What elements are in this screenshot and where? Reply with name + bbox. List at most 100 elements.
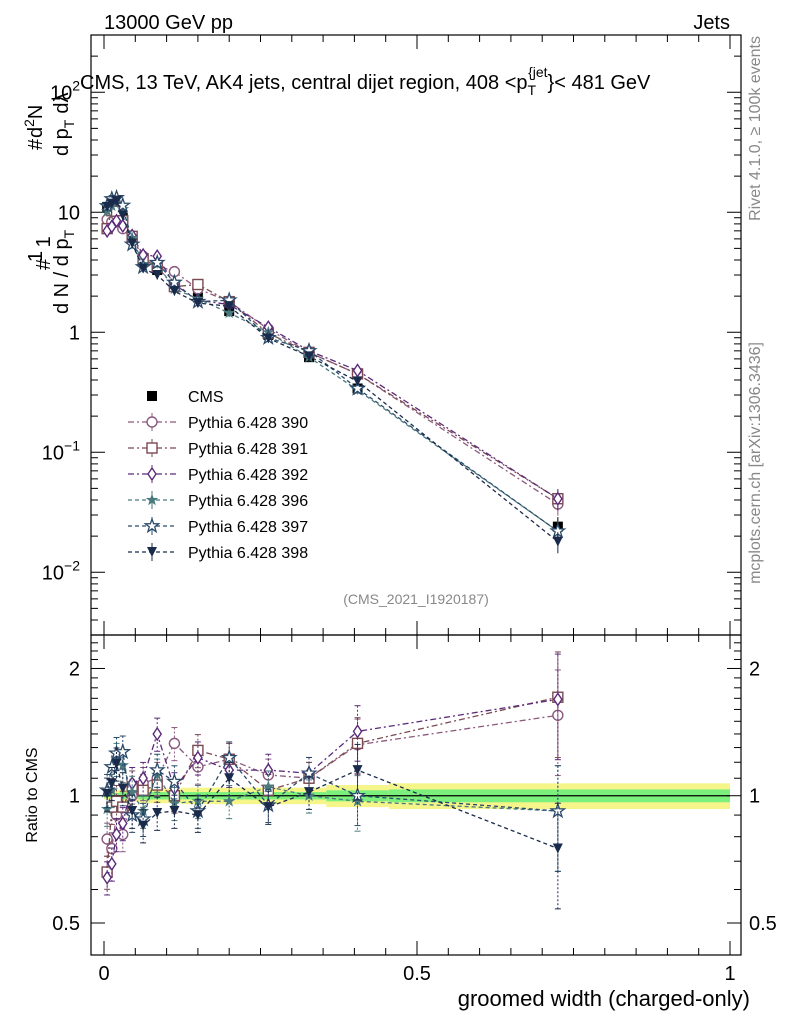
marker-diamond [138, 770, 148, 786]
x-tick-label: 0 [98, 963, 109, 985]
marker-star-open [148, 761, 166, 778]
marker-diamond [106, 856, 117, 872]
marker-triangle [111, 195, 122, 206]
main-y-tick-label: 10−2 [42, 557, 80, 584]
marker-circle [146, 416, 158, 428]
svg-text:CMS, 13 TeV, AK4 jets, central: CMS, 13 TeV, AK4 jets, central dijet reg… [80, 64, 651, 98]
ratio-point [111, 758, 122, 769]
main-y-label-second: # d2N d pTdλ [21, 93, 77, 157]
series-pythia-6-428-390 [101, 209, 564, 516]
category-label: Jets [693, 12, 730, 34]
marker-triangle [152, 808, 163, 819]
ratio-y-label: Ratio to CMS [24, 747, 41, 842]
marker-diamond [102, 870, 112, 885]
marker-diamond [553, 491, 563, 506]
data-point [111, 213, 122, 228]
ratio-point [148, 761, 166, 778]
data-point [117, 210, 128, 221]
marker-diamond [152, 726, 163, 742]
ratio-y-tick-label-right: 1 [749, 786, 760, 808]
svg-text:d N / d pT: d N / d pT [51, 229, 77, 314]
svg-text:# 1: # 1 [33, 236, 55, 270]
data-point [152, 270, 163, 280]
ylabel-sq: 2 [21, 119, 37, 127]
marker-star-open [148, 253, 166, 270]
title-part-2: T [528, 82, 537, 98]
data-point [165, 273, 183, 290]
marker-triangle [263, 333, 274, 344]
marker-square [147, 391, 157, 401]
ratio-point [224, 773, 235, 784]
series-line [106, 199, 559, 543]
main-plot-series [98, 188, 567, 554]
main-y-label-fraction: 1 d N / d pT [25, 229, 77, 314]
marker-diamond [117, 816, 128, 831]
marker-star-open [549, 802, 567, 819]
ratio-point [102, 870, 112, 885]
ratio-point [110, 795, 123, 808]
data-point [552, 536, 563, 547]
marker-triangle [117, 210, 128, 221]
data-point [127, 238, 138, 249]
data-point [169, 286, 180, 297]
ratio-point [168, 796, 181, 809]
ratio-point [106, 856, 117, 872]
marker-triangle [552, 843, 563, 854]
data-point [223, 306, 236, 319]
legend-label: Pythia 6.428 390 [188, 415, 308, 432]
marker-triangle [138, 820, 149, 831]
marker-diamond [111, 213, 122, 228]
ratio-point [117, 783, 128, 794]
marker-triangle [304, 351, 315, 362]
ratio-point [193, 750, 203, 765]
data-point [263, 333, 274, 344]
marker-triangle [192, 298, 203, 309]
ratio-point [352, 724, 363, 739]
ylabel-t2: T [61, 119, 77, 128]
legend-label: Pythia 6.428 391 [188, 441, 308, 458]
marker-star [168, 796, 181, 809]
ratio-point [168, 737, 181, 750]
marker-triangle [127, 806, 138, 817]
legend-entry: Pythia 6.428 391 [128, 439, 308, 458]
data-point [102, 201, 113, 212]
ylabel-part-1: # [33, 258, 55, 270]
ratio-point [117, 816, 128, 831]
ratio-point [262, 780, 275, 792]
ratio-point [152, 808, 163, 819]
legend-label: Pythia 6.428 396 [188, 493, 308, 510]
ratio-point [304, 787, 315, 798]
ratio-point [349, 786, 367, 804]
marker-star [126, 785, 139, 798]
marker-star-open [349, 786, 367, 804]
main-y-label: # 1 [33, 236, 55, 270]
ylabel-dp: d p [51, 128, 73, 156]
ratio-panel-frame [90, 634, 742, 956]
ratio-point [101, 833, 113, 845]
ratio-point [165, 772, 183, 789]
series-cms [102, 202, 563, 539]
ylabel-hash2: # [25, 138, 47, 150]
marker-triangle [152, 270, 163, 280]
data-point [192, 278, 204, 291]
series-pythia-6-428-391 [101, 205, 564, 511]
x-tick-label: 0.5 [403, 963, 431, 985]
ratio-point [114, 742, 132, 760]
marker-star-open [143, 516, 161, 534]
data-point [304, 351, 315, 362]
marker-diamond [193, 750, 203, 765]
main-y-tick-label: 10−1 [42, 437, 80, 464]
ylabel-part-2: 1 [33, 236, 55, 247]
analysis-id: (CMS_2021_I1920187) [343, 591, 489, 607]
marker-triangle [352, 765, 363, 776]
marker-triangle [224, 301, 235, 312]
main-y-tick-label: 102 [50, 77, 80, 104]
marker-triangle [138, 263, 149, 274]
marker-triangle [304, 787, 315, 798]
data-point [148, 253, 166, 270]
series-pythia-6-428-398 [102, 195, 563, 554]
data-point [352, 376, 363, 387]
legend-marker [146, 442, 158, 454]
marker-star-open [220, 748, 238, 766]
plot-title: CMS, 13 TeV, AK4 jets, central dijet reg… [80, 64, 651, 98]
